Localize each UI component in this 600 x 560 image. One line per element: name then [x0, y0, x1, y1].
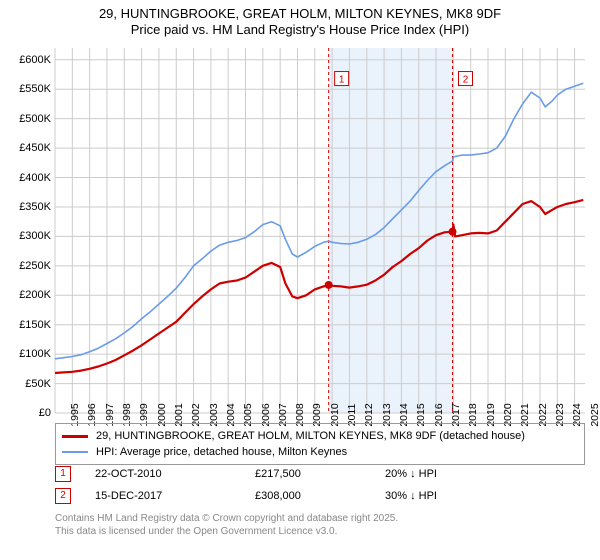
legend-label-property: 29, HUNTINGBROOKE, GREAT HOLM, MILTON KE… — [96, 430, 525, 442]
copyright-footnote: Contains HM Land Registry data © Crown c… — [55, 512, 585, 538]
price-chart: 12£0£50K£100K£150K£200K£250K£300K£350K£4… — [55, 48, 585, 413]
legend-swatch-property — [62, 435, 88, 438]
transaction-gain-1: 20% ↓ HPI — [385, 468, 585, 480]
legend-item-hpi: HPI: Average price, detached house, Milt… — [62, 444, 578, 460]
transaction-marker-1: 1 — [55, 466, 71, 482]
legend-label-hpi: HPI: Average price, detached house, Milt… — [96, 446, 347, 458]
y-axis-label: £600K — [19, 54, 51, 66]
y-axis-label: £500K — [19, 113, 51, 125]
svg-text:1: 1 — [339, 75, 345, 86]
y-axis-label: £550K — [19, 83, 51, 95]
transaction-row-2: 2 15-DEC-2017 £308,000 30% ↓ HPI — [55, 485, 585, 507]
y-axis-label: £150K — [19, 319, 51, 331]
y-axis-label: £450K — [19, 142, 51, 154]
y-axis-label: £250K — [19, 260, 51, 272]
legend-item-property: 29, HUNTINGBROOKE, GREAT HOLM, MILTON KE… — [62, 428, 578, 444]
transaction-marker-2: 2 — [55, 488, 71, 504]
transaction-date-1: 22-OCT-2010 — [95, 468, 255, 480]
y-axis-label: £400K — [19, 172, 51, 184]
y-axis-label: £350K — [19, 201, 51, 213]
footnote-line-2: This data is licensed under the Open Gov… — [55, 525, 585, 538]
legend-swatch-hpi — [62, 451, 88, 453]
chart-title: 29, HUNTINGBROOKE, GREAT HOLM, MILTON KE… — [0, 0, 600, 39]
y-axis-label: £300K — [19, 230, 51, 242]
transaction-price-2: £308,000 — [255, 490, 385, 502]
transaction-row-1: 1 22-OCT-2010 £217,500 20% ↓ HPI — [55, 463, 585, 485]
y-axis-label: £0 — [39, 407, 51, 419]
title-line-1: 29, HUNTINGBROOKE, GREAT HOLM, MILTON KE… — [0, 6, 600, 22]
transaction-date-2: 15-DEC-2017 — [95, 490, 255, 502]
y-axis-label: £200K — [19, 289, 51, 301]
legend: 29, HUNTINGBROOKE, GREAT HOLM, MILTON KE… — [55, 423, 585, 465]
title-line-2: Price paid vs. HM Land Registry's House … — [0, 22, 600, 38]
transaction-price-1: £217,500 — [255, 468, 385, 480]
footnote-line-1: Contains HM Land Registry data © Crown c… — [55, 512, 585, 525]
svg-text:2: 2 — [463, 75, 469, 86]
y-axis-label: £50K — [25, 378, 51, 390]
y-axis-label: £100K — [19, 348, 51, 360]
transaction-gain-2: 30% ↓ HPI — [385, 490, 585, 502]
transaction-table: 1 22-OCT-2010 £217,500 20% ↓ HPI 2 15-DE… — [55, 463, 585, 507]
